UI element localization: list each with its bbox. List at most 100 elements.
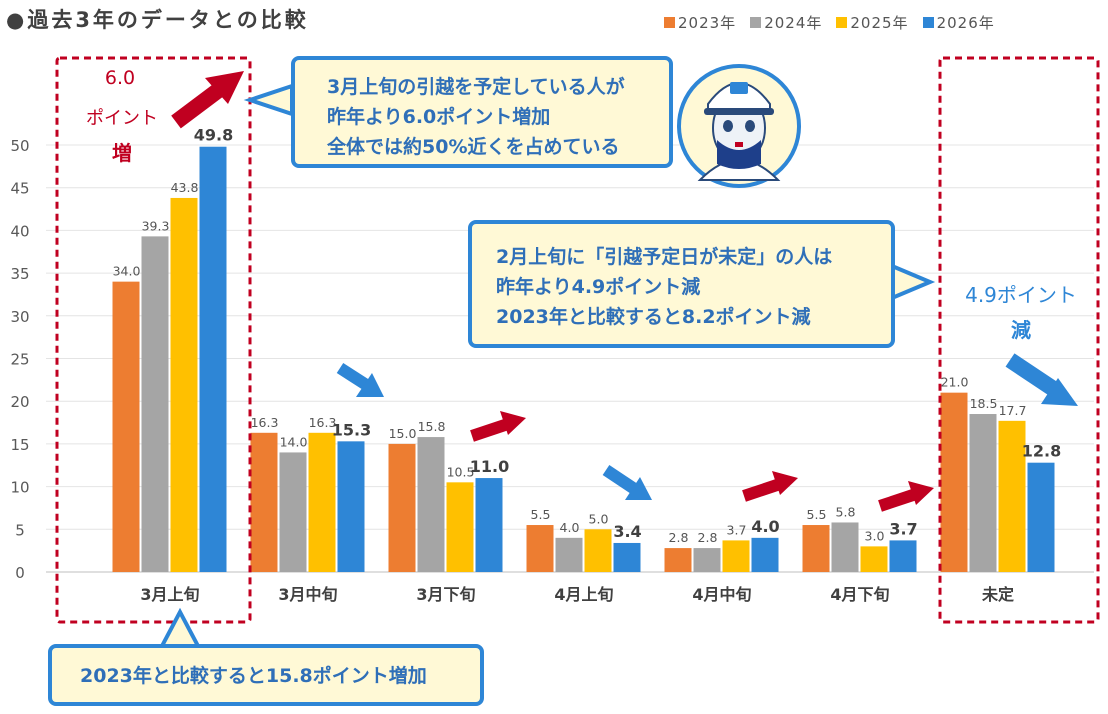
callout-tail <box>158 607 202 648</box>
y-tick-label: 40 <box>10 222 29 240</box>
x-axis: 3月上旬 3月中旬 3月下旬 4月上旬 4月中旬 4月下旬 未定 <box>140 585 1014 604</box>
data-label: 16.3 <box>309 415 337 430</box>
data-label: 5.8 <box>836 504 856 519</box>
x-tick-label: 未定 <box>981 585 1014 604</box>
data-label: 43.8 <box>171 180 199 195</box>
bar <box>279 452 307 572</box>
bar <box>555 537 583 572</box>
data-label: 11.0 <box>470 457 509 476</box>
bar <box>446 482 474 572</box>
y-tick-label: 0 <box>15 564 25 582</box>
bar <box>250 432 278 572</box>
legend-item-2026: 2026年 <box>922 12 995 33</box>
bar <box>831 522 859 572</box>
y-tick-label: 45 <box>10 180 29 198</box>
data-label: 16.3 <box>251 415 279 430</box>
data-label: 3.7 <box>727 522 747 537</box>
callout-middle-line: 2023年と比較すると8.2ポイント減 <box>496 306 811 328</box>
data-label: 2.8 <box>669 530 689 545</box>
callout-bottom-line: 2023年と比較すると15.8ポイント増加 <box>80 665 427 687</box>
arrow-icon <box>878 481 934 512</box>
arrow-icon <box>336 362 384 397</box>
x-tick-label: 3月中旬 <box>278 585 337 604</box>
y-tick-label: 35 <box>10 265 29 283</box>
bar <box>526 525 554 572</box>
bar <box>308 432 336 572</box>
y-tick-label: 20 <box>10 393 29 411</box>
data-label: 49.8 <box>194 126 233 145</box>
data-label: 15.3 <box>332 420 371 439</box>
data-label: 39.3 <box>142 218 170 233</box>
bar <box>199 146 227 572</box>
legend: 2023年 2024年 2025年 2026年 <box>664 12 995 33</box>
y-tick-label: 50 <box>10 137 29 155</box>
bar <box>751 537 779 572</box>
left-change-label: ポイント <box>86 108 158 129</box>
bar <box>722 540 750 572</box>
bar <box>112 281 140 572</box>
bar <box>388 443 416 572</box>
highlight-box-march-early <box>55 56 252 624</box>
x-tick-label: 4月中旬 <box>692 585 751 604</box>
data-label: 3.0 <box>865 528 885 543</box>
highlight-box-undecided <box>938 56 1100 624</box>
bar <box>613 542 641 572</box>
data-label: 17.7 <box>999 403 1027 418</box>
bar <box>337 441 365 572</box>
data-label: 21.0 <box>941 375 969 390</box>
data-label: 14.0 <box>280 434 308 449</box>
data-labels: 34.039.343.849.816.314.016.315.3 15.0 15.8… <box>113 126 1062 545</box>
legend-swatch-2025 <box>836 17 848 28</box>
bar <box>1027 462 1055 572</box>
left-change-value: 6.0 <box>105 67 135 89</box>
bar <box>802 525 830 572</box>
bar <box>584 529 612 572</box>
data-label: 4.0 <box>751 517 779 536</box>
bar <box>889 540 917 572</box>
data-label: 12.8 <box>1022 442 1061 461</box>
x-tick-label: 3月下旬 <box>416 585 475 604</box>
arrow-icon <box>602 465 652 500</box>
callout-middle-line: 昨年より4.9ポイント減 <box>496 276 701 298</box>
callout-bottom: 2023年と比較すると15.8ポイント増加 <box>48 644 484 706</box>
legend-item-2024: 2024年 <box>750 12 822 33</box>
callout-top-line: 全体では約50%近くを占めている <box>327 136 620 158</box>
callout-top-line: 3月上旬の引越を予定している人が <box>327 76 625 98</box>
mascot-avatar <box>677 64 801 188</box>
arrow-icon <box>470 411 526 442</box>
callout-tail <box>243 83 294 117</box>
callout-middle-line: 2月上旬に「引越予定日が未定」の人は <box>496 246 833 268</box>
data-label: 5.5 <box>531 507 551 522</box>
arrow-icon <box>742 471 798 502</box>
callout-top: 3月上旬の引越を予定している人が 昨年より6.0ポイント増加 全体では約50%近… <box>291 56 673 168</box>
y-tick-label: 25 <box>10 351 29 369</box>
bar <box>940 392 968 572</box>
bar <box>664 548 692 572</box>
data-label: 15.8 <box>418 419 446 434</box>
legend-swatch-2024 <box>750 17 762 28</box>
data-label: 18.5 <box>970 396 998 411</box>
data-label: 3.7 <box>889 519 917 538</box>
callout-tail <box>890 262 936 302</box>
arrow-icon <box>171 71 244 129</box>
left-change-suffix: 増 <box>112 141 132 165</box>
legend-swatch-2026 <box>922 17 934 28</box>
legend-swatch-2023 <box>664 17 675 28</box>
callout-middle: 2月上旬に「引越予定日が未定」の人は 昨年より4.9ポイント減 2023年と比較… <box>468 220 895 348</box>
y-tick-label: 30 <box>10 308 29 326</box>
data-label: 5.5 <box>807 507 827 522</box>
callout-top-line: 昨年より6.0ポイント増加 <box>327 106 551 128</box>
legend-item-2023: 2023年 <box>664 12 736 33</box>
bar <box>475 478 503 572</box>
bar <box>417 437 445 572</box>
bar <box>141 236 169 573</box>
data-label: 15.0 <box>389 426 417 441</box>
arrow-icon <box>1005 353 1078 406</box>
data-label: 10.5 <box>447 464 475 479</box>
right-change-suffix: 減 <box>1011 318 1031 342</box>
y-axis: 0 5 10 15 20 25 30 35 40 45 50 <box>10 137 29 582</box>
bar <box>969 414 997 572</box>
right-change-value: 4.9ポイント <box>965 283 1077 307</box>
data-label: 2.8 <box>698 530 718 545</box>
